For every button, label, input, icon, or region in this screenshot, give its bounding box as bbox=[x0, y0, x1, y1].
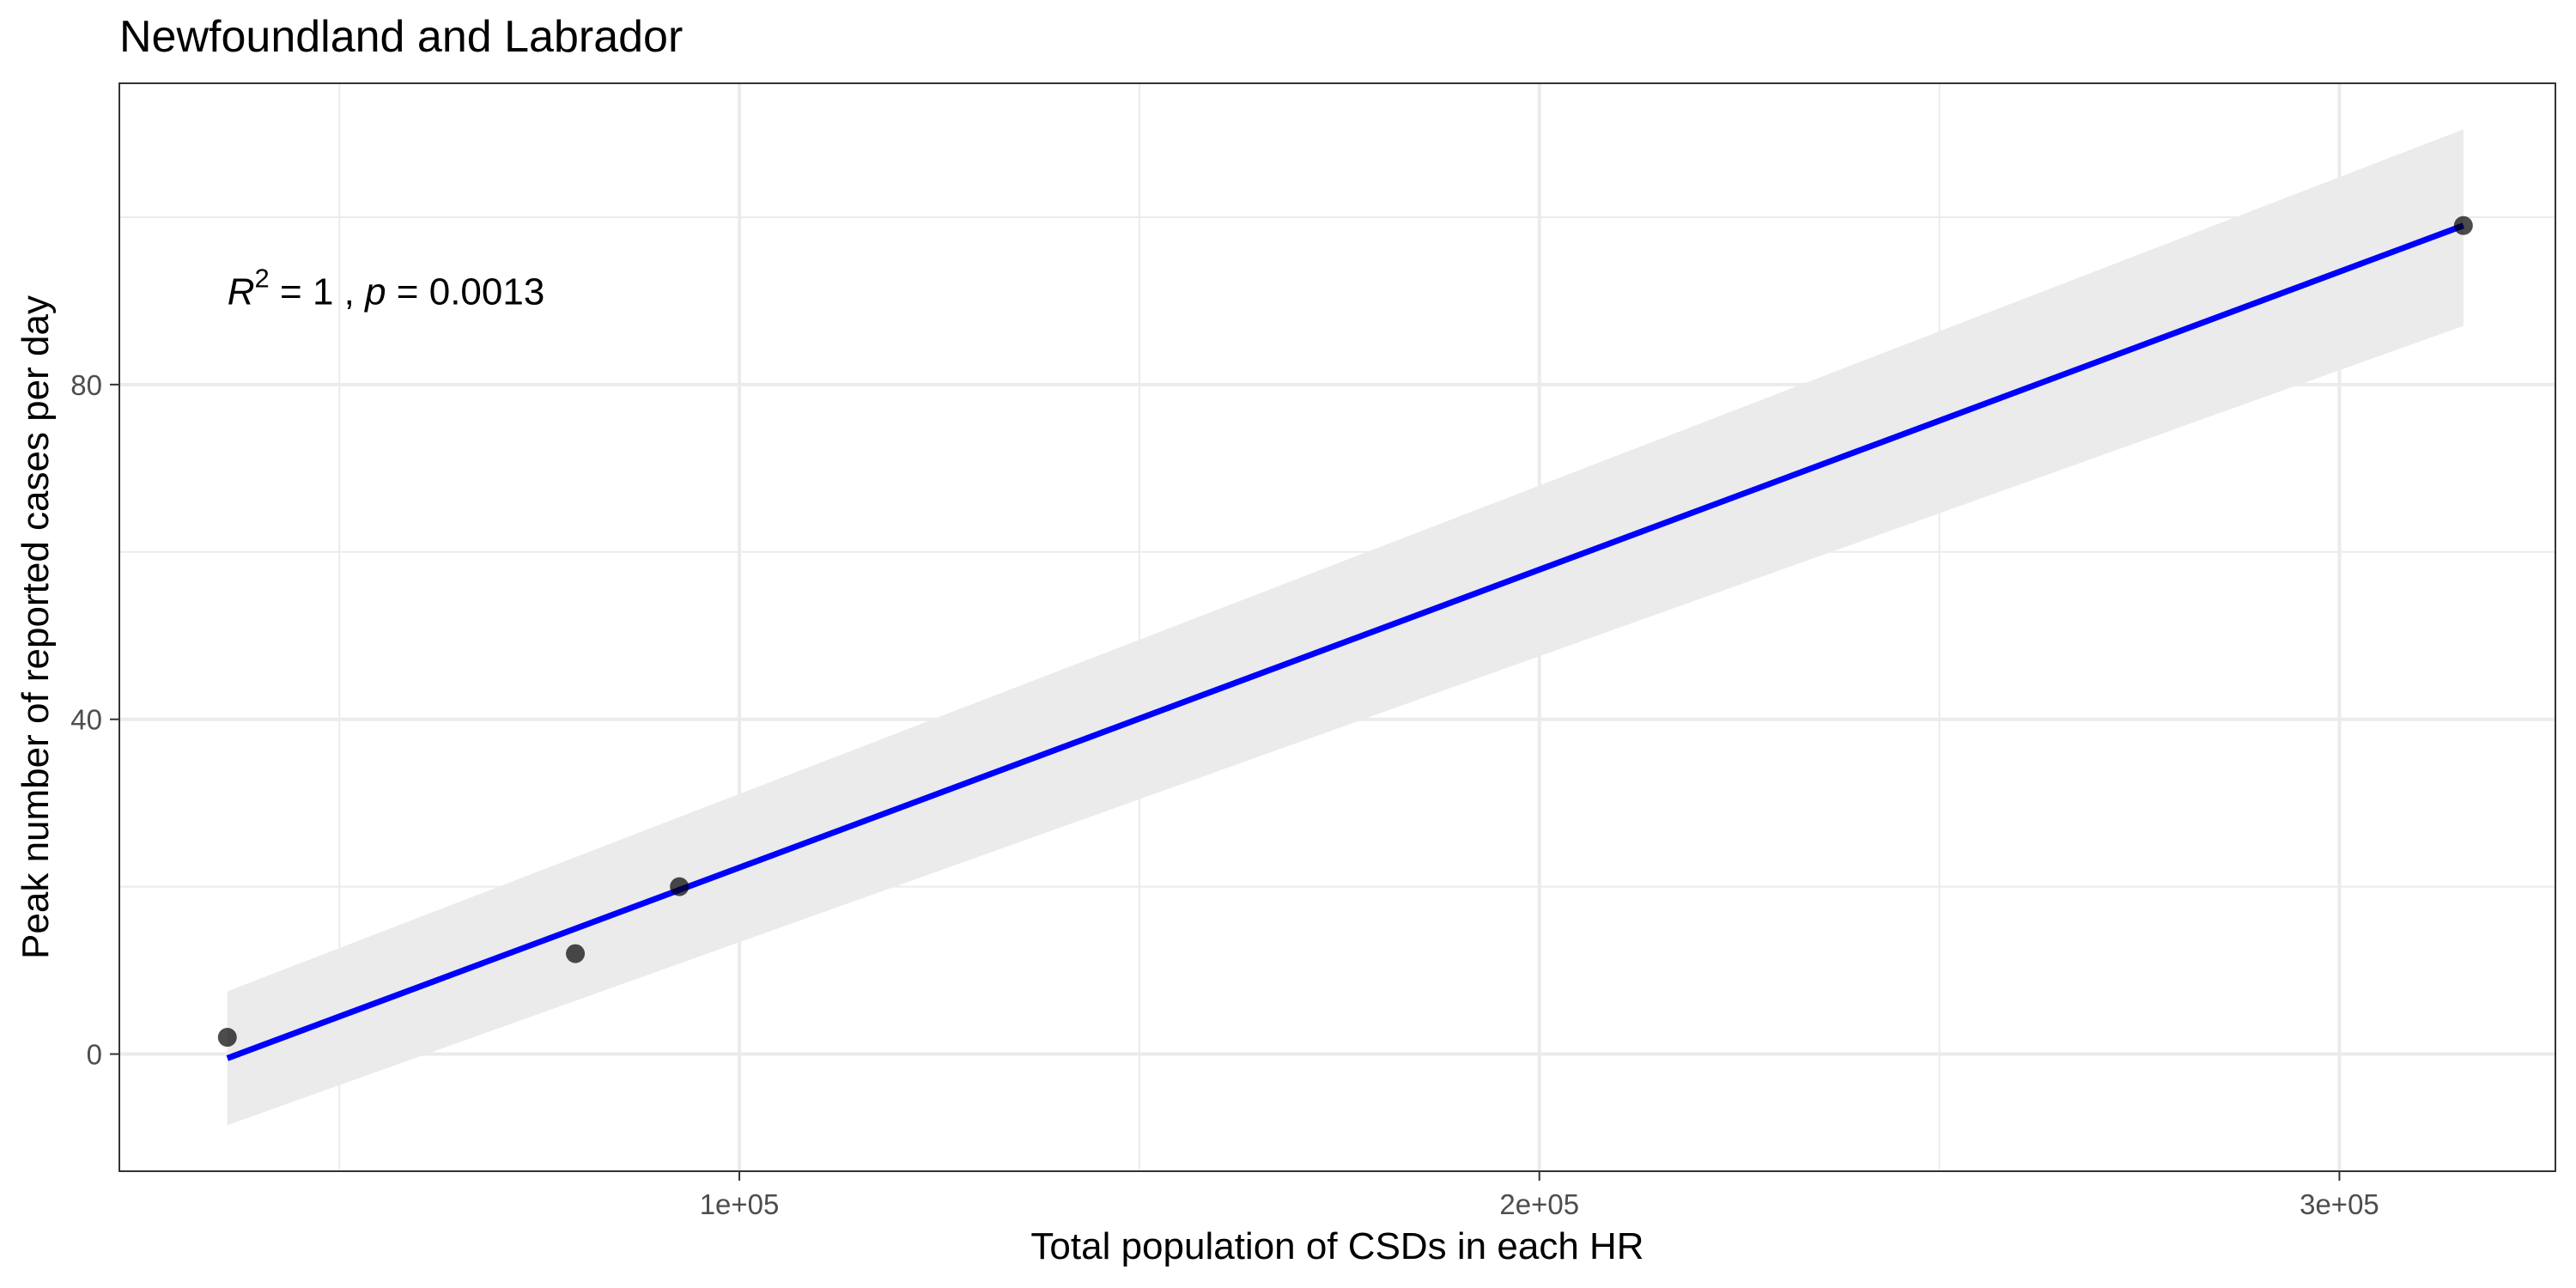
x-tick-label: 3e+05 bbox=[2300, 1188, 2379, 1220]
chart-title: Newfoundland and Labrador bbox=[119, 12, 683, 62]
panel-border bbox=[118, 82, 2556, 1172]
y-tick-label: 0 bbox=[87, 1039, 102, 1071]
x-tick-label: 2e+05 bbox=[1499, 1188, 1579, 1220]
regression-line bbox=[226, 222, 2465, 1061]
data-point bbox=[566, 944, 586, 963]
data-point bbox=[2453, 216, 2473, 235]
data-point bbox=[217, 1028, 237, 1048]
data-point bbox=[670, 877, 690, 896]
confidence-band bbox=[227, 129, 2464, 1126]
y-axis-title: Peak number of reported cases per day bbox=[15, 295, 57, 959]
data-points bbox=[217, 216, 2473, 1048]
annotation-p-value: = 0.0013 bbox=[386, 271, 545, 313]
plot-panel bbox=[118, 82, 2556, 1172]
y-axis: 0 40 80 bbox=[70, 369, 119, 1071]
x-axis: 1e+05 2e+05 3e+05 bbox=[700, 1171, 2379, 1220]
x-axis-title: Total population of CSDs in each HR bbox=[1030, 1225, 1643, 1267]
regression-annotation: R2 = 1 , p = 0.0013 bbox=[228, 264, 545, 313]
y-tick-label: 40 bbox=[70, 704, 102, 736]
annotation-r-value: = 1 , bbox=[270, 271, 365, 313]
annotation-r-exponent: 2 bbox=[255, 264, 270, 294]
y-tick-label: 80 bbox=[70, 369, 102, 401]
x-tick-label: 1e+05 bbox=[700, 1188, 780, 1220]
annotation-r-symbol: R bbox=[228, 271, 255, 313]
annotation-p-symbol: p bbox=[363, 271, 386, 313]
